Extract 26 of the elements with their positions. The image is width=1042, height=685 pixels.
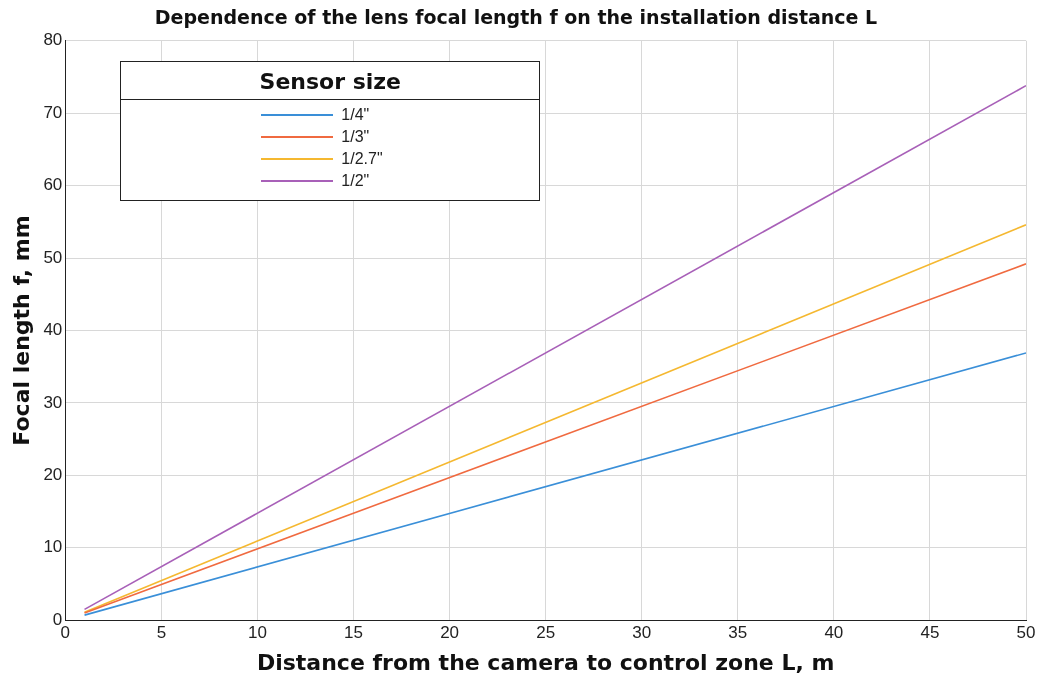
y-tick-label: 30 bbox=[43, 392, 63, 412]
x-tick-label: 45 bbox=[920, 623, 940, 643]
legend-label: 1/4" bbox=[341, 106, 370, 125]
x-tick-label: 15 bbox=[344, 623, 363, 643]
y-tick-label: 80 bbox=[43, 30, 63, 50]
legend-label: 1/2.7" bbox=[341, 150, 383, 169]
y-tick-label: 40 bbox=[43, 320, 63, 340]
y-axis-title: Focal length f, mm bbox=[8, 215, 34, 446]
x-tick-label: 25 bbox=[536, 623, 556, 643]
y-tick-label: 20 bbox=[43, 465, 63, 485]
y-tick-label: 60 bbox=[43, 175, 63, 195]
x-tick-label: 35 bbox=[728, 623, 748, 643]
x-tick-label: 50 bbox=[1016, 623, 1036, 643]
x-tick-label: 30 bbox=[632, 623, 652, 643]
y-tick-label: 70 bbox=[43, 102, 63, 122]
chart-title: Dependence of the lens focal length f on the installation distance L bbox=[154, 6, 878, 29]
x-tick-label: 10 bbox=[247, 623, 267, 643]
x-tick-label: 5 bbox=[156, 623, 167, 643]
legend-header: Sensor size bbox=[258, 67, 403, 96]
y-tick-label: 50 bbox=[43, 247, 63, 267]
x-tick-label: 20 bbox=[440, 623, 460, 643]
y-tick-label: 10 bbox=[43, 537, 63, 557]
legend-label: 1/2" bbox=[341, 172, 370, 191]
x-tick-label: 40 bbox=[824, 623, 844, 643]
legend-label: 1/3" bbox=[341, 128, 370, 147]
x-axis-title: Distance from the camera to control zone L, m bbox=[256, 649, 835, 675]
